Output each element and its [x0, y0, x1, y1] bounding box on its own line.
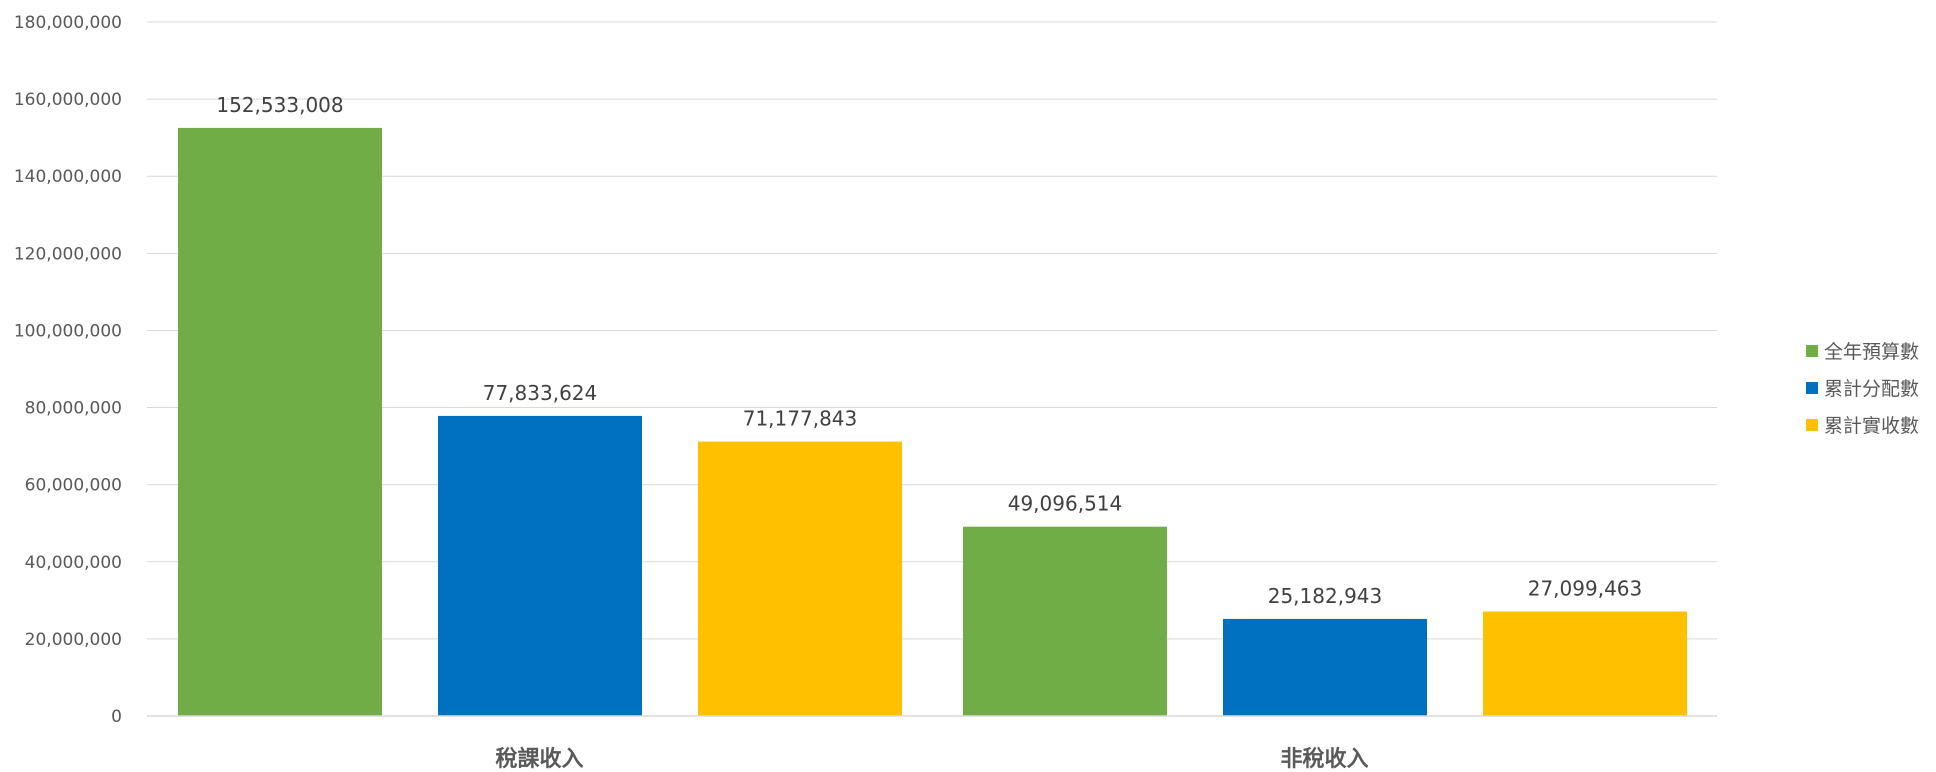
x-category-label: 稅課收入 — [495, 746, 583, 772]
legend-swatch — [1806, 419, 1818, 431]
data-labels: 152,533,008 77,833,624 71,177,843 49,096,51… — [216, 93, 1642, 608]
y-tick-label: 140,000,000 — [14, 167, 122, 187]
data-label: 77,833,624 — [483, 381, 598, 405]
bar — [438, 415, 642, 716]
y-tick-label: 60,000,000 — [25, 476, 122, 496]
bar — [1223, 618, 1427, 716]
y-tick-label: 100,000,000 — [14, 321, 122, 341]
x-axis: 稅課收入 非稅收入 — [147, 715, 1717, 772]
y-tick-label: 80,000,000 — [25, 399, 122, 419]
y-tick-label: 20,000,000 — [25, 630, 122, 650]
bar — [1483, 611, 1687, 716]
bars — [178, 127, 1687, 716]
bar — [963, 526, 1167, 716]
data-label: 49,096,514 — [1008, 492, 1123, 516]
legend-label: 累計分配數 — [1824, 378, 1919, 400]
y-tick-label: 40,000,000 — [25, 553, 122, 573]
legend-label: 累計實收數 — [1824, 415, 1919, 437]
bar — [178, 127, 382, 716]
x-category-label: 非稅收入 — [1280, 746, 1368, 772]
bar — [698, 441, 902, 716]
data-label: 25,182,943 — [1268, 584, 1383, 608]
gridlines — [147, 21, 1717, 717]
legend-label: 全年預算數 — [1824, 341, 1919, 363]
y-tick-label: 0 — [111, 707, 122, 727]
y-axis: 0 20,000,000 40,000,000 60,000,000 80,000,00… — [14, 13, 122, 727]
legend-swatch — [1806, 382, 1818, 394]
data-label: 152,533,008 — [216, 93, 343, 117]
data-label: 71,177,843 — [743, 407, 858, 431]
legend-swatch — [1806, 345, 1818, 357]
y-tick-label: 160,000,000 — [14, 90, 122, 110]
data-label: 27,099,463 — [1528, 577, 1643, 601]
y-tick-label: 180,000,000 — [14, 13, 122, 33]
y-tick-label: 120,000,000 — [14, 244, 122, 264]
